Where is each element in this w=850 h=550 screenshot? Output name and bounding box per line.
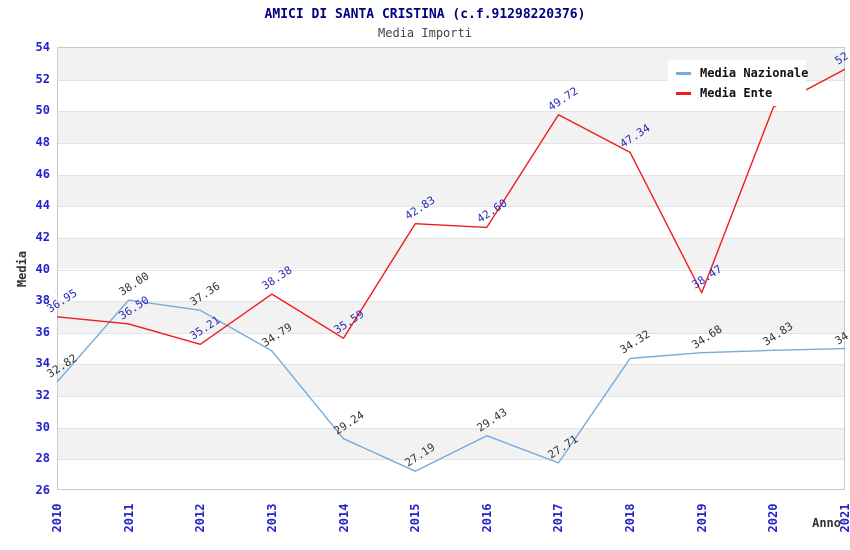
y-tick-label: 50 bbox=[35, 103, 50, 118]
x-tick-label: 2016 bbox=[479, 503, 494, 533]
y-tick-label: 46 bbox=[35, 166, 50, 181]
x-tick-label: 2013 bbox=[264, 503, 279, 533]
plot-band bbox=[58, 459, 844, 491]
x-tick-label: 2012 bbox=[193, 503, 208, 533]
plot-band bbox=[58, 111, 844, 143]
plot-band bbox=[58, 237, 844, 270]
plot-band bbox=[58, 174, 844, 207]
legend-label: Media Ente bbox=[700, 86, 773, 100]
plot-band bbox=[58, 364, 844, 397]
legend-item-media-ente: Media Ente bbox=[676, 83, 806, 103]
x-tick-label: 2015 bbox=[408, 503, 423, 533]
y-tick-label: 54 bbox=[35, 40, 50, 54]
plot-area bbox=[57, 47, 845, 490]
plot-band bbox=[58, 427, 844, 460]
legend-marker-media-ente-icon bbox=[676, 91, 691, 95]
plot-band bbox=[58, 396, 844, 428]
x-axis-title: Anno bbox=[812, 516, 841, 530]
y-tick-label: 40 bbox=[35, 261, 50, 276]
y-tick-label: 34 bbox=[35, 356, 50, 371]
y-tick-label: 52 bbox=[35, 71, 50, 86]
x-tick-label: 2018 bbox=[623, 503, 638, 533]
chart-title: AMICI DI SANTA CRISTINA (c.f.91298220376… bbox=[264, 7, 586, 22]
chart-subtitle: Media Importi bbox=[378, 26, 472, 40]
x-tick-label: 2021 bbox=[838, 503, 850, 533]
x-tick-label: 2020 bbox=[766, 503, 781, 533]
legend-label: Media Nazionale bbox=[700, 66, 809, 80]
x-tick-label: 2010 bbox=[50, 503, 64, 533]
y-tick-label: 32 bbox=[35, 388, 50, 403]
plot-band bbox=[58, 332, 844, 365]
plot-band bbox=[58, 269, 844, 302]
legend-item-media-nazionale: Media Nazionale bbox=[676, 63, 809, 83]
y-tick-label: 28 bbox=[35, 451, 50, 466]
x-tick-label: 2019 bbox=[694, 503, 709, 533]
y-tick-label: 42 bbox=[35, 229, 50, 244]
x-tick-label: 2011 bbox=[121, 503, 136, 533]
y-tick-label: 30 bbox=[35, 419, 50, 434]
y-tick-label: 26 bbox=[35, 483, 50, 497]
x-tick-label: 2014 bbox=[336, 503, 351, 533]
y-tick-label: 44 bbox=[35, 198, 50, 213]
plot-band bbox=[58, 206, 844, 238]
y-tick-label: 38 bbox=[35, 293, 50, 308]
plot-band bbox=[58, 142, 844, 175]
y-tick-label: 36 bbox=[35, 324, 50, 339]
y-tick-label: 48 bbox=[35, 134, 50, 149]
x-tick-label: 2017 bbox=[551, 503, 566, 533]
legend-marker-media-nazionale-icon bbox=[676, 71, 691, 75]
plot-band bbox=[58, 301, 844, 333]
legend: Media Nazionale Media Ente bbox=[668, 60, 809, 106]
